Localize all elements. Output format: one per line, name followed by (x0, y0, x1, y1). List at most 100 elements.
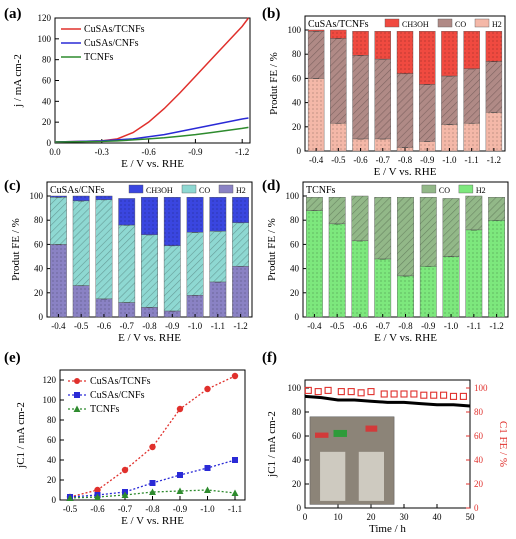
x-tick-label: -0.6 (97, 321, 112, 331)
panel-title: CuSAs/TCNFs (308, 19, 369, 30)
fe-point (400, 390, 408, 398)
y2-tick-label: 40 (474, 455, 484, 465)
photo-cell-right (358, 451, 385, 501)
bar-texture (485, 61, 502, 113)
x-tick-label: -1.2 (489, 321, 503, 331)
x-axis-label: E / V vs. RHE (374, 332, 437, 344)
y-tick-label: 0 (39, 312, 44, 322)
legend-swatch (181, 184, 197, 194)
legend-swatch (437, 18, 453, 28)
bar-texture (352, 31, 369, 56)
x-tick-label: -0.4 (51, 321, 66, 331)
bar-texture (374, 138, 391, 151)
bar-texture (351, 240, 369, 317)
bar-texture (209, 231, 227, 282)
plot-frame (304, 379, 471, 509)
y-tick-label: 40 (290, 264, 300, 274)
panel-a: (a) 0.0 -0.3 -0.6 -0.9 -1.2 0 20 40 60 80 100 120 CuS… (4, 6, 251, 170)
fe-point (410, 390, 418, 398)
data-point (204, 465, 211, 471)
y-tick-label: 60 (290, 239, 300, 249)
y-axis-label: Produt FE / % (268, 52, 280, 115)
bar-texture (463, 31, 480, 69)
y-tick-label: 80 (292, 407, 302, 417)
bar-texture (308, 31, 325, 79)
fe-point (347, 388, 355, 396)
y-tick-label: 120 (43, 375, 57, 385)
legend-swatch (218, 184, 234, 194)
data-point (232, 457, 238, 463)
bar-texture (164, 197, 181, 246)
bar-texture (485, 112, 502, 151)
x-tick-label: -1.2 (235, 147, 249, 157)
bar-texture (420, 266, 437, 317)
legend-entry: CH3OH (402, 20, 429, 29)
x-tick-label: -0.4 (307, 321, 322, 331)
bar-texture (419, 141, 436, 151)
data-point (204, 385, 211, 393)
data-point (94, 486, 101, 494)
x-tick-label: 40 (433, 512, 443, 522)
bar-texture (328, 223, 346, 317)
bar-texture (397, 73, 413, 148)
legend-swatch (421, 184, 437, 194)
bar-texture (118, 302, 135, 317)
y-tick-label: 80 (47, 415, 57, 425)
data-point (66, 494, 74, 501)
legend-marker (73, 405, 81, 412)
bar-texture (95, 199, 113, 299)
bar-texture (72, 200, 90, 286)
bar-texture (232, 266, 249, 317)
x-tick-label: 10 (334, 512, 344, 522)
plot-frame (54, 17, 251, 144)
photo-clip-green (333, 429, 347, 437)
bar-texture (374, 31, 391, 60)
bar-texture (419, 31, 436, 85)
photo-clip-red (365, 425, 378, 432)
fe-point (459, 392, 467, 400)
legend-swatch (384, 18, 400, 28)
bar-texture (397, 197, 414, 276)
data-point (121, 491, 129, 498)
legend-swatch (474, 18, 490, 28)
data-point (149, 480, 156, 486)
x-axis-label: E / V vs. RHE (121, 515, 184, 527)
x-axis-label: E / V vs. RHE (121, 158, 184, 170)
y-tick-label: 20 (292, 122, 302, 132)
legend-entry: CuSAs/TCNFs (84, 24, 145, 35)
bar-texture (186, 197, 204, 233)
x-tick-label: -1.0 (200, 504, 215, 514)
bar-texture (465, 229, 483, 317)
bar-texture (186, 295, 204, 317)
y-axis-label: jC1 / mA cm-2 (266, 411, 278, 478)
bar-texture (442, 256, 460, 317)
y-tick-label: 60 (42, 76, 52, 86)
bar-texture (374, 59, 391, 139)
bar-texture (330, 30, 347, 39)
fe-point (449, 392, 458, 400)
y2-tick-label: 0 (474, 503, 479, 513)
fe-point (390, 390, 398, 398)
x-tick-label: -0.5 (74, 321, 89, 331)
x-tick-label: -1.1 (465, 155, 479, 165)
bar-texture (420, 197, 437, 267)
panel-label: (c) (4, 178, 21, 194)
x-tick-label: 20 (367, 512, 377, 522)
bar-texture (164, 245, 181, 311)
x-axis-label: E / V vs. RHE (374, 166, 437, 178)
y-tick-label: 60 (47, 435, 57, 445)
fe-point (380, 390, 388, 398)
x-tick-label: 50 (466, 512, 476, 522)
x-tick-label: -0.5 (63, 504, 78, 514)
y-tick-label: 20 (292, 479, 302, 489)
x-tick-label: -0.3 (95, 147, 110, 157)
legend-entry: CO (455, 20, 466, 29)
legend-marker (74, 378, 80, 384)
x-tick-label: -0.6 (90, 504, 105, 514)
data-point (94, 493, 101, 500)
data-point (204, 486, 211, 493)
y-tick-label: 40 (42, 96, 52, 106)
panel-label: (f) (262, 350, 277, 366)
x-tick-label: -1.2 (233, 321, 247, 331)
